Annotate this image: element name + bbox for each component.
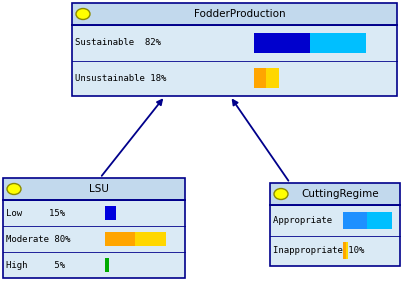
Bar <box>310 33 366 53</box>
Bar <box>270 205 400 266</box>
Bar <box>135 232 166 246</box>
Bar <box>3 200 185 278</box>
Bar <box>343 212 368 229</box>
Bar <box>266 68 278 88</box>
Text: CuttingRegime: CuttingRegime <box>301 189 379 199</box>
Bar <box>368 212 392 229</box>
Bar <box>72 25 397 96</box>
Text: FodderProduction: FodderProduction <box>194 9 285 19</box>
Bar <box>345 242 348 259</box>
Text: Sustainable  82%: Sustainable 82% <box>75 38 161 47</box>
Bar <box>105 232 135 246</box>
Ellipse shape <box>7 183 21 194</box>
Ellipse shape <box>76 8 90 20</box>
Text: High     5%: High 5% <box>6 260 65 269</box>
Ellipse shape <box>274 188 288 200</box>
Text: Unsustainable 18%: Unsustainable 18% <box>75 74 166 83</box>
Text: Appropriate   90%: Appropriate 90% <box>273 216 364 225</box>
Bar <box>111 206 116 220</box>
Bar <box>254 33 310 53</box>
Text: Inappropriate 10%: Inappropriate 10% <box>273 246 364 255</box>
Bar <box>270 183 400 205</box>
Bar <box>72 3 397 25</box>
Bar <box>343 242 345 259</box>
Bar <box>3 178 185 200</box>
Bar <box>254 68 266 88</box>
Text: Moderate 80%: Moderate 80% <box>6 235 71 243</box>
Text: Low     15%: Low 15% <box>6 209 65 218</box>
Bar <box>105 206 111 220</box>
Bar <box>107 258 109 272</box>
Bar <box>105 258 107 272</box>
Text: LSU: LSU <box>89 184 109 194</box>
